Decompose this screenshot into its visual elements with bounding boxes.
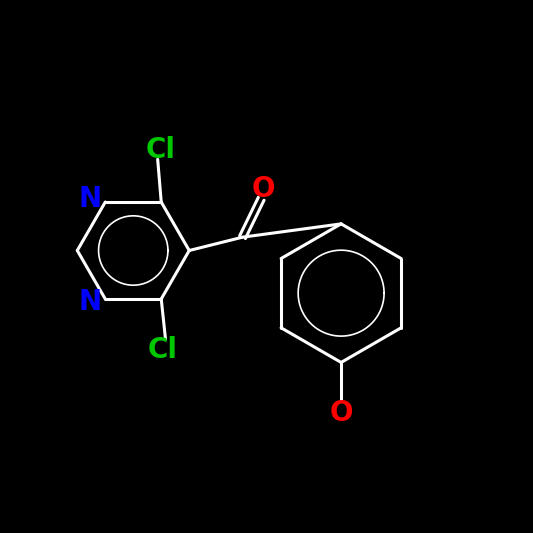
Text: N: N <box>79 185 102 213</box>
Text: Cl: Cl <box>146 136 175 164</box>
Text: O: O <box>252 175 276 203</box>
Text: Cl: Cl <box>148 336 178 364</box>
Text: N: N <box>79 288 102 316</box>
Text: O: O <box>329 399 353 426</box>
